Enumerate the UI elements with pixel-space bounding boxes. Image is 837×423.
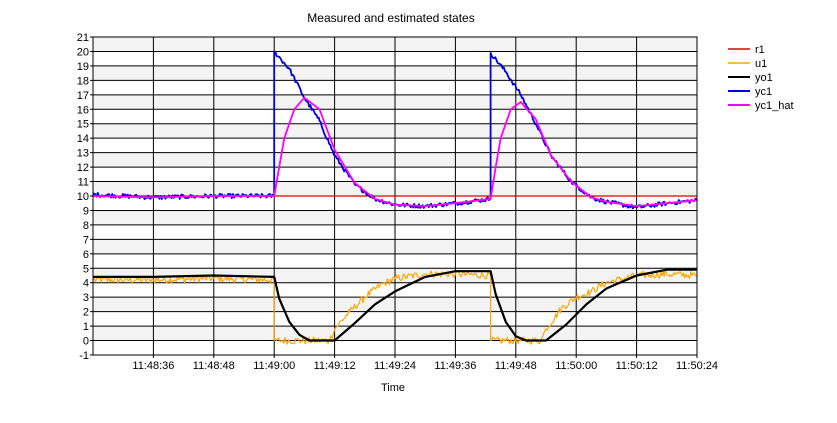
series-line-yo1 xyxy=(93,268,697,342)
chart-title: Measured and estimated states xyxy=(307,11,474,25)
y-tick-label: 2 xyxy=(83,307,89,319)
x-tick-label: 11:50:24 xyxy=(676,360,718,372)
x-tick-label: 11:48:36 xyxy=(132,360,174,372)
y-tick-label: 11 xyxy=(78,177,89,189)
legend-label-yo1: yo1 xyxy=(755,72,773,84)
x-tick-label: 11:50:12 xyxy=(616,360,658,372)
y-tick-label: 7 xyxy=(83,234,89,246)
y-tick-label: -1 xyxy=(79,350,89,362)
y-tick-label: 8 xyxy=(83,220,89,232)
y-tick-label: 15 xyxy=(77,119,89,131)
series-line-yc1_hat xyxy=(92,96,698,207)
y-tick-label: 21 xyxy=(77,32,89,44)
legend: r1 u1 yo1 yc1 yc1_hat xyxy=(728,44,794,112)
y-tick-label: 10 xyxy=(77,191,89,203)
y-tick-label: 16 xyxy=(77,104,89,116)
y-tick-label: 5 xyxy=(83,263,89,275)
x-tick-label: 11:49:36 xyxy=(434,360,476,372)
x-tick-label: 11:50:00 xyxy=(555,360,597,372)
plot-area xyxy=(92,36,698,356)
y-tick-label: 1 xyxy=(83,321,89,333)
y-tick-label: 13 xyxy=(77,148,89,160)
x-tick-label: 11:49:48 xyxy=(495,360,537,372)
legend-label-u1: u1 xyxy=(755,58,767,70)
x-tick-label: 11:48:48 xyxy=(193,360,235,372)
legend-label-yc1: yc1 xyxy=(755,86,772,98)
y-tick-label: 3 xyxy=(83,292,89,304)
y-tick-label: 17 xyxy=(77,90,89,102)
series-line-u1 xyxy=(92,270,698,345)
y-tick-label: 12 xyxy=(77,162,89,174)
x-axis-label: Time xyxy=(381,382,405,394)
x-tick-label: 11:49:24 xyxy=(374,360,416,372)
y-tick-label: 0 xyxy=(83,336,89,348)
x-axis-ticks: 11:48:36 11:48:48 11:49:00 11:49:12 11:49:24… xyxy=(132,355,718,372)
series-layer xyxy=(92,50,698,345)
y-tick-label: 4 xyxy=(83,278,89,290)
x-tick-label: 11:49:12 xyxy=(314,360,356,372)
legend-label-r1: r1 xyxy=(755,44,765,56)
y-tick-label: 19 xyxy=(77,61,89,73)
y-tick-label: 18 xyxy=(77,75,89,87)
y-tick-label: 14 xyxy=(77,133,89,145)
x-tick-label: 11:49:00 xyxy=(253,360,295,372)
y-tick-label: 6 xyxy=(83,249,89,261)
y-tick-label: 20 xyxy=(77,46,89,58)
y-tick-label: 9 xyxy=(83,205,89,217)
legend-label-yc1_hat: yc1_hat xyxy=(755,100,794,112)
